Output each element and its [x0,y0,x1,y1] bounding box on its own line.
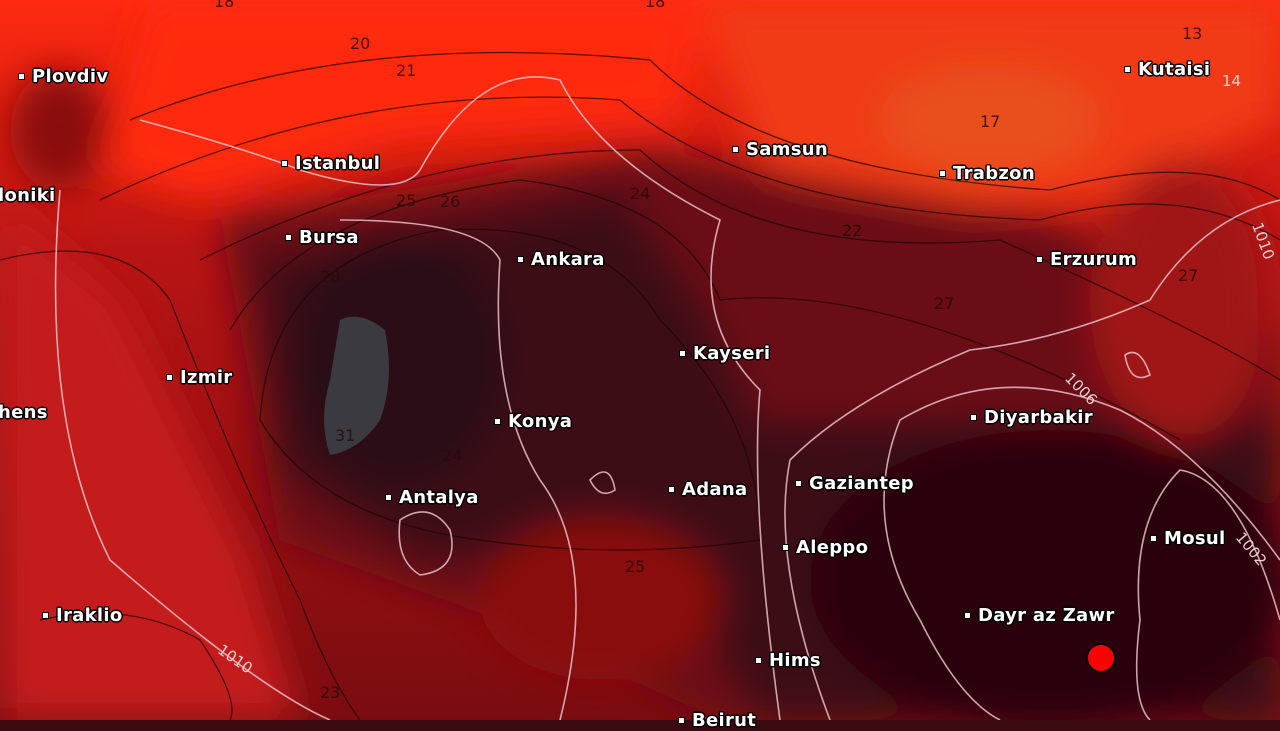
city-marker-icon [42,612,49,619]
city-trabzon[interactable]: Trabzon [939,163,1035,184]
city-marker-icon [679,350,686,357]
isotherms [0,51,1280,720]
city-plovdiv[interactable]: Plovdiv [18,66,108,87]
city-antalya[interactable]: Antalya [385,487,479,508]
contour-label: 14 [1222,72,1242,90]
contour-label: 23 [320,683,341,702]
city-marker-icon [1124,66,1131,73]
city-marker-icon [678,717,685,724]
city-diyarbakir[interactable]: Diyarbakir [970,407,1093,428]
contour-label: 24 [442,446,463,465]
contour-label: 25 [625,557,646,576]
contour-label: 27 [1178,266,1199,285]
contour-label: 22 [842,221,863,240]
contour-label: 21 [396,61,417,80]
city-marker-icon [1150,535,1157,542]
contour-label: 18 [214,0,235,11]
city-marker-icon [385,494,392,501]
city-marker-icon [964,612,971,619]
city-gaziantep[interactable]: Gaziantep [795,473,914,494]
city-adana[interactable]: Adana [668,479,747,500]
city-marker-icon [285,234,292,241]
city-iraklio[interactable]: Iraklio [42,605,123,626]
city-ankara[interactable]: Ankara [517,249,605,270]
contour-label: 31 [335,426,356,445]
city-konya[interactable]: Konya [494,411,572,432]
city-marker-icon [517,256,524,263]
city-hims[interactable]: Hims [755,650,821,671]
contour-label: 17 [980,112,1001,131]
city-thessaloniki[interactable]: loniki [0,185,56,206]
city-marker-icon [18,73,25,80]
contour-label: 27 [934,294,955,313]
contour-label: 25 [396,191,417,210]
city-mosul[interactable]: Mosul [1150,528,1225,549]
city-marker-icon [755,657,762,664]
contour-label: 24 [630,184,651,203]
contour-label: 18 [645,0,666,11]
city-marker-icon [939,170,946,177]
city-aleppo[interactable]: Aleppo [782,537,868,558]
city-erzurum[interactable]: Erzurum [1036,249,1137,270]
city-marker-icon [281,160,288,167]
location-marker[interactable] [1086,643,1116,673]
city-istanbul[interactable]: Istanbul [281,153,380,174]
city-bursa[interactable]: Bursa [285,227,359,248]
city-izmir[interactable]: Izmir [166,367,232,388]
city-samsun[interactable]: Samsun [732,139,828,160]
contour-label: 13 [1182,24,1203,43]
city-marker-icon [970,414,977,421]
city-marker-icon [782,544,789,551]
city-kayseri[interactable]: Kayseri [679,343,770,364]
city-marker-icon [1036,256,1043,263]
city-marker-icon [494,418,501,425]
lake-tuz [324,316,389,455]
contour-label: 26 [440,192,461,211]
contour-label: 28 [320,267,341,286]
city-athens[interactable]: hens [0,402,48,423]
city-beirut[interactable]: Beirut [678,710,756,731]
city-marker-icon [732,146,739,153]
city-marker-icon [166,374,173,381]
city-dayr-az-zawr[interactable]: Dayr az Zawr [964,605,1115,626]
contour-label: 20 [350,34,371,53]
city-marker-icon [795,480,802,487]
city-kutaisi[interactable]: Kutaisi [1124,59,1210,80]
city-marker-icon [668,486,675,493]
